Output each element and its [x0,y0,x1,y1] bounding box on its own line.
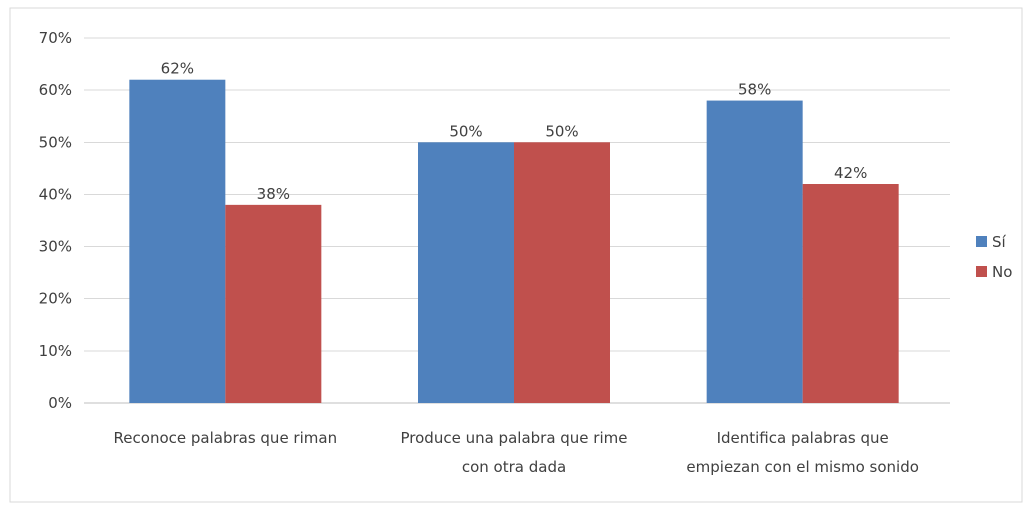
data-label: 38% [257,185,290,203]
legend-swatch-si [976,236,987,247]
legend-swatch-no [976,266,987,277]
bar-si-0 [129,79,226,403]
data-label: 58% [738,81,771,99]
legend-label: Sí [992,233,1007,251]
y-tick-label: 30% [39,238,72,256]
data-label: 50% [449,122,482,140]
category-label: Identifica palabras que [717,429,889,447]
y-tick-label: 20% [39,290,72,308]
category-label: con otra dada [462,458,566,476]
category-label: Reconoce palabras que riman [114,429,338,447]
y-tick-label: 40% [39,185,72,203]
data-label: 50% [545,122,578,140]
data-label: 62% [161,60,194,78]
y-tick-label: 0% [48,394,72,412]
bar-si-1 [418,142,514,404]
category-label: Produce una palabra que rime [401,429,628,447]
bar-no-0 [225,204,322,403]
bar-no-1 [514,142,610,404]
bar-no-2 [802,184,899,403]
category-label: empiezan con el mismo sonido [686,458,918,476]
y-tick-label: 50% [39,133,72,151]
data-label: 42% [834,164,867,182]
legend-label: No [992,263,1012,281]
y-tick-label: 10% [39,342,72,360]
y-tick-label: 60% [39,81,72,99]
bar-si-2 [706,100,803,404]
y-tick-label: 70% [39,29,72,47]
